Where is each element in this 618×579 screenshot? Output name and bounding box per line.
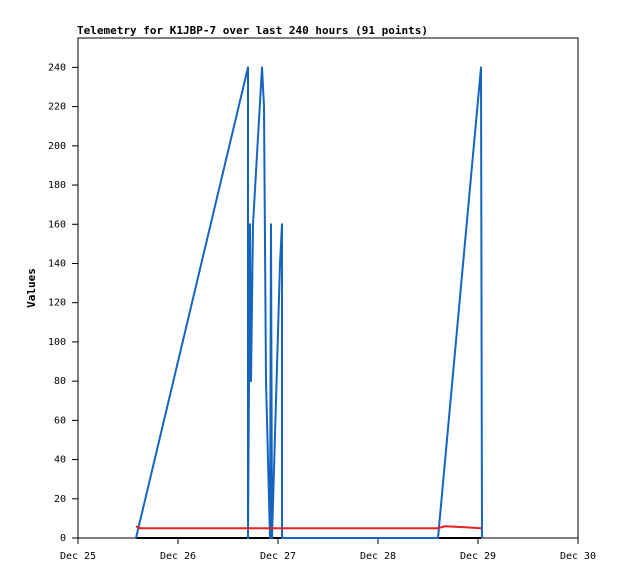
y-axis-label: Values <box>25 268 38 308</box>
y-tick-label: 100 <box>48 337 66 348</box>
x-tick-label: Dec 29 <box>460 551 496 562</box>
y-tick-label: 240 <box>48 62 66 73</box>
y-tick-label: 160 <box>48 219 66 230</box>
series-line <box>135 66 483 539</box>
x-tick-label: Dec 28 <box>360 551 396 562</box>
y-tick-label: 0 <box>60 533 66 544</box>
y-tick-label: 80 <box>54 376 66 387</box>
chart-title: Telemetry for K1JBP-7 over last 240 hour… <box>77 24 428 37</box>
y-tick-label: 20 <box>54 494 66 505</box>
y-tick-label: 60 <box>54 415 66 426</box>
y-tick-label: 140 <box>48 258 66 269</box>
series-line <box>135 525 482 530</box>
x-tick-label: Dec 27 <box>260 551 296 562</box>
y-tick-label: 200 <box>48 141 66 152</box>
y-tick-label: 120 <box>48 298 66 309</box>
y-tick-label: 40 <box>54 455 66 466</box>
x-tick-label: Dec 26 <box>160 551 196 562</box>
y-tick-label: 180 <box>48 180 66 191</box>
x-tick-label: Dec 25 <box>60 551 96 562</box>
y-tick-label: 220 <box>48 102 66 113</box>
x-tick-label: Dec 30 <box>560 551 596 562</box>
